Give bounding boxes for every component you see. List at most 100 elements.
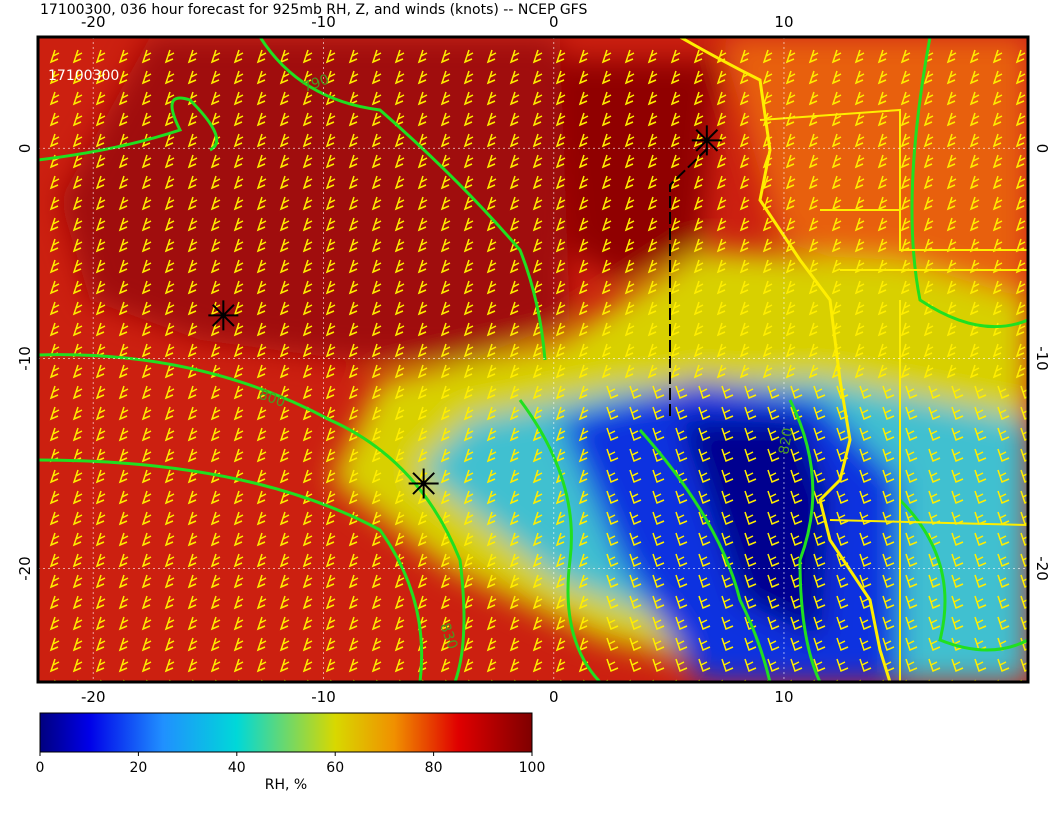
wind-barb [509,217,520,232]
wind-barb [49,364,60,379]
timestamp: 17100300 [48,68,119,84]
wind-barb [486,427,497,442]
wind-barb [767,616,780,631]
wind-barb [233,637,244,652]
wind-barb [923,91,934,106]
wind-barb [279,511,290,526]
wind-barb [854,49,865,64]
wind-barb [486,511,497,526]
wind-barb [256,364,267,379]
wind-barb [969,175,980,190]
wind-barb [882,448,895,463]
wind-barb [440,427,451,442]
wind-barb [371,133,382,148]
wind-barb [923,175,934,190]
wind-barb [279,175,290,190]
wind-barb [675,574,688,589]
wind-barb [509,91,520,106]
wind-barb [72,91,83,106]
wind-barb [882,595,895,610]
wind-barb [210,637,221,652]
wind-barb [532,511,543,526]
wind-barb [118,658,129,673]
wind-barb [647,217,658,232]
wind-barb [210,511,221,526]
wind-barb [578,91,589,106]
wind-barb [992,133,1003,148]
wind-barb [601,343,612,358]
wind-barb [1015,154,1026,169]
wind-barb [72,175,83,190]
wind-barb [739,91,750,106]
wind-barb [946,175,957,190]
wind-barb [440,364,451,379]
wind-barb [813,385,826,400]
wind-barb [813,469,826,484]
wind-barb [302,553,313,568]
wind-barb [164,385,175,400]
wind-barb [877,280,888,295]
wind-barb [877,49,888,64]
wind-barb [509,553,520,568]
wind-barb [744,385,757,400]
wind-barb [118,490,129,505]
wind-barb [141,196,152,211]
wind-barb [348,175,359,190]
x-tick-label: 0 [549,688,559,706]
wind-barb [49,217,60,232]
wind-barb [882,637,895,652]
wind-barb [417,595,428,610]
wind-barb [118,175,129,190]
wind-barb [440,658,451,673]
wind-barb [974,427,987,442]
wind-barb [187,259,198,274]
wind-barb [606,385,619,400]
wind-barb [164,238,175,253]
wind-barb [348,112,359,127]
wind-barb [785,259,796,274]
wind-barb [900,154,911,169]
wind-barb [118,280,129,295]
wind-barb [831,217,842,232]
wind-barb [233,553,244,568]
wind-barb [210,259,221,274]
wind-barb [624,133,635,148]
wind-barb [882,553,895,568]
wind-barb [946,343,957,358]
wind-barb [675,595,688,610]
wind-barb [440,217,451,232]
wind-barb [348,217,359,232]
wind-barb [785,70,796,85]
wind-barb [739,133,750,148]
wind-barb [440,322,451,337]
wind-barb [905,448,918,463]
y-tick-label: 0 [16,144,34,154]
wind-barb [118,553,129,568]
wind-barb [1020,469,1028,484]
wind-barb [647,301,658,316]
wind-barb [95,91,106,106]
wind-barb [900,196,911,211]
wind-barb [118,406,129,421]
wind-barb [992,112,1003,127]
wind-barb [233,112,244,127]
wind-barb [624,154,635,169]
wind-barb [279,658,290,673]
wind-barb [974,616,987,631]
wind-barb [210,385,221,400]
wind-barb [652,406,665,421]
wind-barb [624,49,635,64]
wind-barb [141,175,152,190]
wind-barb [859,658,872,673]
wind-barb [698,637,711,652]
wind-barb [371,217,382,232]
wind-barb [1020,490,1028,505]
wind-barb [348,616,359,631]
wind-barb [859,469,872,484]
wind-barb [348,259,359,274]
wind-barb [652,511,665,526]
wind-barb [859,553,872,568]
wind-barb [767,511,780,526]
wind-barb [509,658,520,673]
wind-barb [256,595,267,610]
